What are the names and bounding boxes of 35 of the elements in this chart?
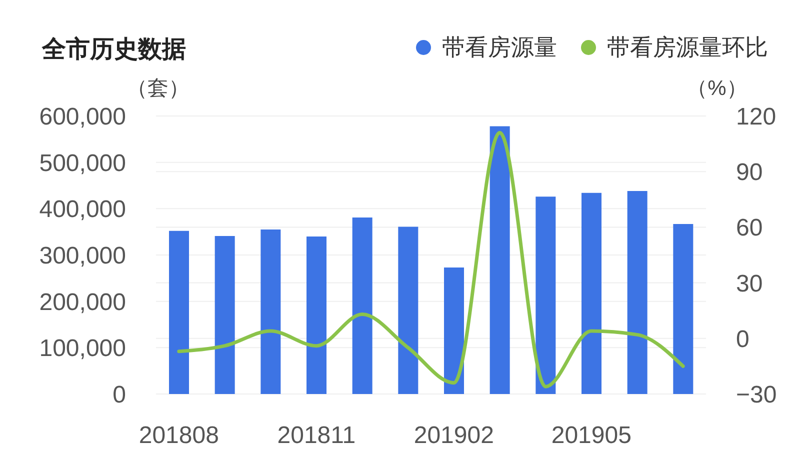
x-tick-label: 201808 [138,422,219,450]
bar [673,224,694,394]
bar [306,236,326,394]
bar [260,230,281,394]
x-tick-label: 201811 [277,422,356,450]
y2-tick-label: 60 [736,214,763,242]
bar [169,230,189,394]
y2-tick-label: 0 [736,326,750,353]
y2-tick-label: 30 [736,270,763,298]
chart-title: 全市历史数据 [42,36,186,63]
bar [490,126,510,394]
y-tick-label: 300,000 [39,242,126,270]
y-tick-label: 600,000 [39,104,126,131]
bar [627,191,648,394]
legend-label: 带看房源量 [442,34,557,60]
y-tick-label: 0 [112,382,126,409]
y-tick-label: 200,000 [39,288,126,316]
bar [352,217,372,394]
bar [214,236,235,394]
line-series [177,130,685,388]
bar [536,196,556,394]
x-tick-label: 201902 [414,422,494,450]
bar [582,192,602,394]
legend-label: 带看房源量环比 [607,34,768,60]
bar [398,226,418,394]
y-tick-label: 100,000 [39,335,126,362]
y2-axis-title: （%） [686,77,748,101]
y2-tick-label: −30 [736,382,777,409]
bar [444,268,464,394]
y2-tick-label: 120 [736,104,776,131]
x-tick-label: 201905 [551,422,632,450]
y-axis-title: （套） [126,77,190,101]
y-tick-label: 400,000 [39,196,126,224]
y-tick-label: 500,000 [39,150,126,177]
y2-tick-label: 90 [736,159,763,186]
